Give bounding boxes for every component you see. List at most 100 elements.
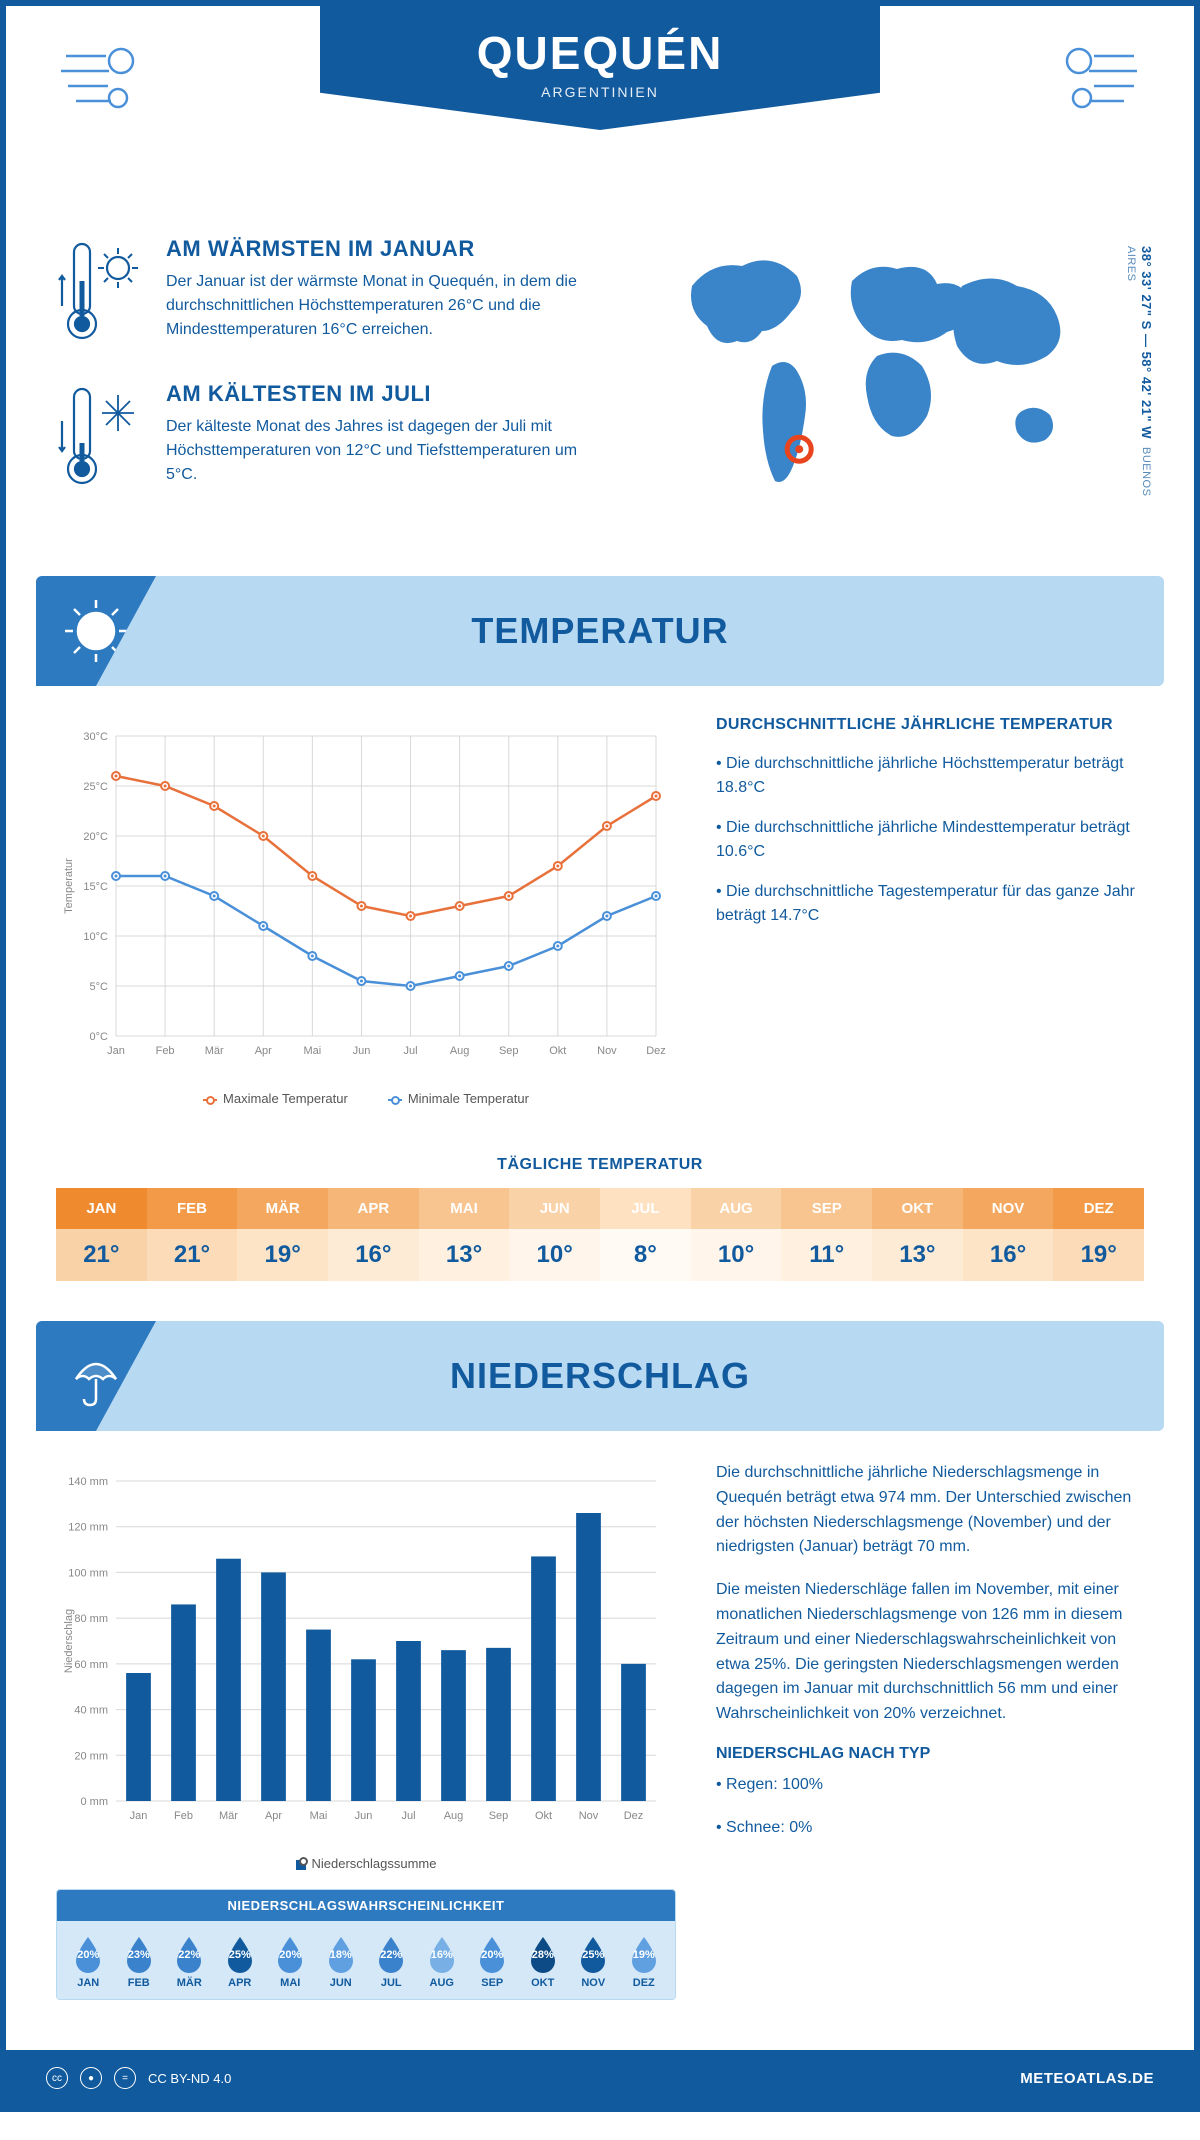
svg-text:Dez: Dez (646, 1045, 666, 1057)
cc-icon: cc (46, 2067, 68, 2089)
prob-cell: 28%OKT (518, 1935, 569, 1989)
svg-text:Apr: Apr (255, 1045, 272, 1057)
daily-month-head: JUL (600, 1188, 691, 1229)
svg-text:Sep: Sep (499, 1045, 519, 1057)
prob-cell: 25%NOV (568, 1935, 619, 1989)
svg-text:140 mm: 140 mm (68, 1476, 108, 1488)
prob-cell: 20%JAN (63, 1935, 114, 1989)
svg-text:0°C: 0°C (90, 1031, 109, 1043)
svg-text:Nov: Nov (597, 1045, 617, 1057)
infographic-container: QUEQUÉN ARGENTINIEN AM WÄRMSTEN IM JANUA… (0, 0, 1200, 2112)
svg-text:Jul: Jul (404, 1045, 418, 1057)
daily-month-head: FEB (147, 1188, 238, 1229)
daily-month-value: 11° (781, 1229, 872, 1281)
prob-cell: 20%MAI (265, 1935, 316, 1989)
daily-month-head: APR (328, 1188, 419, 1229)
wind-icon (46, 36, 176, 131)
daily-month-value: 16° (963, 1229, 1054, 1281)
intro-section: AM WÄRMSTEN IM JANUAR Der Januar ist der… (6, 206, 1194, 566)
svg-text:Feb: Feb (156, 1045, 175, 1057)
daily-month-value: 13° (419, 1229, 510, 1281)
precip-description: Die durchschnittliche jährliche Niedersc… (716, 1461, 1144, 2000)
daily-month-value: 13° (872, 1229, 963, 1281)
svg-text:60 mm: 60 mm (74, 1659, 108, 1671)
daily-month-head: MAI (419, 1188, 510, 1229)
svg-text:Jan: Jan (130, 1810, 148, 1822)
nd-icon: = (114, 2067, 136, 2089)
svg-text:120 mm: 120 mm (68, 1522, 108, 1534)
temp-legend: Maximale Temperatur Minimale Temperatur (56, 1091, 676, 1106)
wind-icon (1024, 36, 1154, 131)
warmest-heading: AM WÄRMSTEN IM JANUAR (166, 236, 580, 262)
temp-line-chart: 0°C5°C10°C15°C20°C25°C30°CJanFebMärAprMa… (56, 716, 676, 1106)
svg-text:100 mm: 100 mm (68, 1567, 108, 1579)
daily-month-value: 21° (147, 1229, 238, 1281)
prob-cell: 22%JUL (366, 1935, 417, 1989)
world-map: 38° 33' 27" S — 58° 42' 21" W BUENOS AIR… (620, 236, 1144, 526)
svg-text:Mär: Mär (219, 1810, 238, 1822)
daily-temp-table: JANFEBMÄRAPRMAIJUNJULAUGSEPOKTNOVDEZ 21°… (56, 1188, 1144, 1281)
daily-month-value: 16° (328, 1229, 419, 1281)
svg-text:Mär: Mär (205, 1045, 224, 1057)
prob-cell: 23%FEB (114, 1935, 165, 1989)
temp-title: TEMPERATUR (471, 610, 728, 652)
svg-text:0 mm: 0 mm (81, 1796, 109, 1808)
title-banner: QUEQUÉN ARGENTINIEN (320, 6, 880, 130)
svg-text:Apr: Apr (265, 1810, 282, 1822)
precip-bar-chart: 0 mm 20 mm 40 mm 60 mm 80 mm 100 mm 120 mm 140 … (56, 1461, 676, 1871)
precip-probability-table: NIEDERSCHLAGSWAHRSCHEINLICHKEIT 20%JAN23… (56, 1889, 676, 2000)
daily-month-head: NOV (963, 1188, 1054, 1229)
site-name: METEOATLAS.DE (1020, 2070, 1154, 2087)
svg-text:Okt: Okt (549, 1045, 566, 1057)
svg-text:Nov: Nov (579, 1810, 599, 1822)
prob-cell: 18%JUN (316, 1935, 367, 1989)
svg-text:30°C: 30°C (83, 731, 108, 743)
svg-text:Feb: Feb (174, 1810, 193, 1822)
daily-month-head: JAN (56, 1188, 147, 1229)
svg-text:Jun: Jun (353, 1045, 371, 1057)
daily-month-head: AUG (691, 1188, 782, 1229)
svg-text:40 mm: 40 mm (74, 1705, 108, 1717)
svg-text:10°C: 10°C (83, 931, 108, 943)
svg-text:Jun: Jun (355, 1810, 373, 1822)
thermometer-cold-icon (56, 381, 146, 496)
prob-cell: 16%AUG (417, 1935, 468, 1989)
prob-cell: 20%SEP (467, 1935, 518, 1989)
svg-text:Aug: Aug (444, 1810, 464, 1822)
svg-text:Mai: Mai (310, 1810, 328, 1822)
coordinates: 38° 33' 27" S — 58° 42' 21" W BUENOS AIR… (1124, 246, 1154, 526)
svg-text:Jan: Jan (107, 1045, 125, 1057)
svg-text:Jul: Jul (401, 1810, 415, 1822)
page-title: QUEQUÉN (360, 26, 840, 80)
daily-month-head: DEZ (1053, 1188, 1144, 1229)
header: QUEQUÉN ARGENTINIEN (6, 6, 1194, 206)
svg-text:20 mm: 20 mm (74, 1750, 108, 1762)
daily-month-value: 19° (237, 1229, 328, 1281)
umbrella-icon (36, 1321, 156, 1431)
thermometer-hot-icon (56, 236, 146, 351)
warmest-block: AM WÄRMSTEN IM JANUAR Der Januar ist der… (56, 236, 580, 351)
coldest-heading: AM KÄLTESTEN IM JULI (166, 381, 580, 407)
warmest-text: Der Januar ist der wärmste Monat in Queq… (166, 270, 580, 342)
precip-section-head: NIEDERSCHLAG (36, 1321, 1164, 1431)
daily-month-value: 19° (1053, 1229, 1144, 1281)
footer: cc ● = CC BY-ND 4.0 METEOATLAS.DE (6, 2050, 1194, 2106)
precip-legend: Niederschlagssumme (56, 1856, 676, 1871)
svg-text:Okt: Okt (535, 1810, 552, 1822)
license-text: CC BY-ND 4.0 (148, 2071, 231, 2086)
svg-text:Aug: Aug (450, 1045, 470, 1057)
daily-temp-title: TÄGLICHE TEMPERATUR (6, 1156, 1194, 1174)
page-subtitle: ARGENTINIEN (360, 84, 840, 100)
sun-icon (36, 576, 156, 686)
svg-text:5°C: 5°C (90, 981, 109, 993)
svg-text:Temperatur: Temperatur (63, 858, 75, 914)
daily-month-value: 21° (56, 1229, 147, 1281)
prob-cell: 22%MÄR (164, 1935, 215, 1989)
coldest-text: Der kälteste Monat des Jahres ist dagege… (166, 415, 580, 487)
daily-month-value: 8° (600, 1229, 691, 1281)
precip-title: NIEDERSCHLAG (450, 1355, 750, 1397)
svg-text:80 mm: 80 mm (74, 1613, 108, 1625)
svg-text:15°C: 15°C (83, 881, 108, 893)
temp-description: DURCHSCHNITTLICHE JÄHRLICHE TEMPERATUR •… (716, 716, 1144, 1106)
prob-cell: 19%DEZ (619, 1935, 670, 1989)
